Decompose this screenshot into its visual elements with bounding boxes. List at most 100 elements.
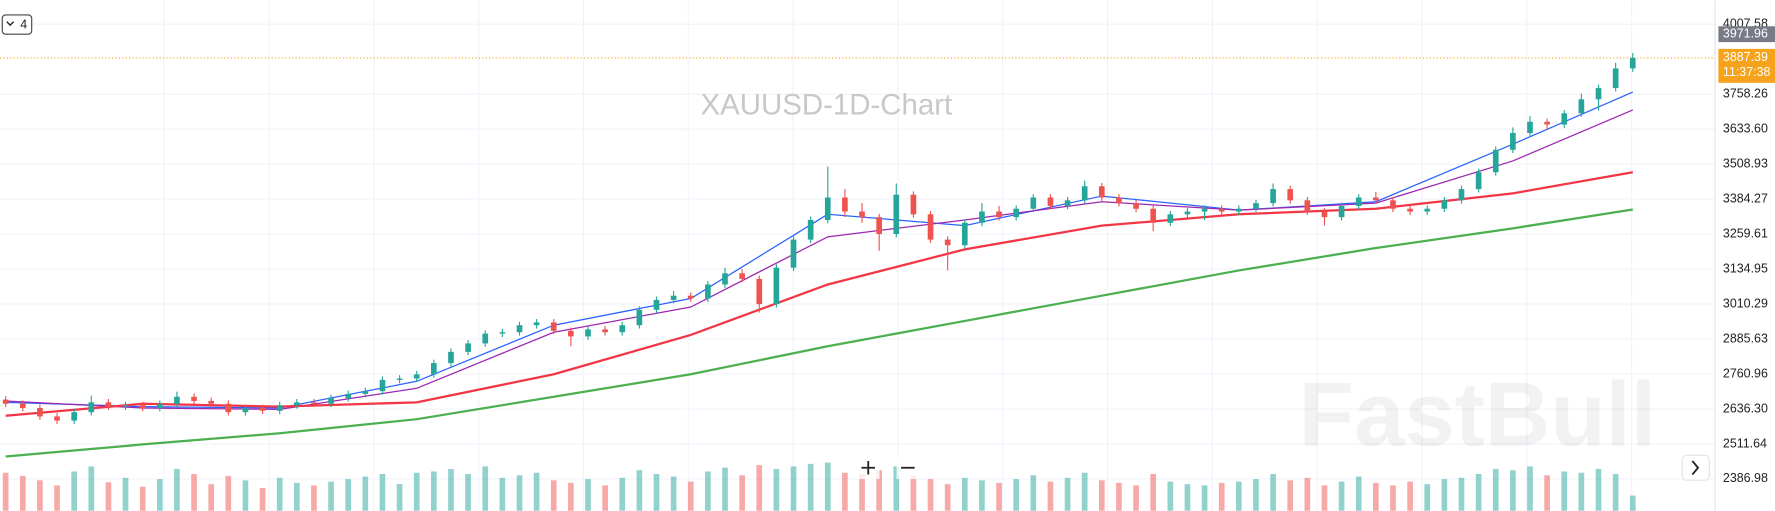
candle-body	[1561, 113, 1568, 125]
volume-bar	[807, 463, 814, 511]
candle-body	[1013, 208, 1020, 218]
candle-body	[773, 267, 780, 305]
volume-bar	[225, 475, 232, 511]
volume-bar	[1064, 477, 1071, 511]
volume-bar	[1201, 485, 1208, 511]
candle-body	[1218, 208, 1225, 212]
candle-body	[1167, 214, 1174, 223]
volume-bar	[139, 486, 146, 511]
candle-body	[1407, 208, 1413, 212]
volume-bar	[1081, 472, 1088, 511]
volume-bar	[122, 477, 129, 511]
volume-bar	[1270, 474, 1276, 511]
candle-body	[876, 217, 882, 234]
volume-bar	[876, 470, 882, 511]
volume-bar	[1133, 485, 1139, 511]
candle-body	[842, 197, 848, 212]
volume-bar	[790, 466, 797, 511]
candle-body	[1612, 68, 1619, 89]
volume-bar	[602, 485, 608, 511]
volume-bar	[1355, 476, 1362, 511]
candle-body	[961, 222, 968, 246]
volume-bar	[1236, 481, 1242, 511]
volume-bar	[2, 472, 9, 511]
candle-body	[71, 412, 77, 421]
candle-body	[979, 211, 985, 223]
volume-bar	[191, 474, 197, 511]
volume-bar	[311, 485, 317, 511]
zoom-out[interactable]	[896, 456, 920, 480]
scroll-right[interactable]	[1681, 454, 1710, 481]
candle-body	[1270, 189, 1276, 204]
volume-bar	[979, 480, 985, 511]
candle-body	[208, 400, 215, 404]
candle-body	[687, 295, 694, 299]
candle-body	[1133, 203, 1139, 209]
candle-body	[550, 322, 557, 331]
volume-bar	[1510, 470, 1516, 511]
volume-bar	[54, 485, 60, 511]
volume-bar	[37, 480, 43, 511]
volume-bar	[687, 481, 694, 511]
plus-icon	[861, 460, 876, 475]
candle-body	[670, 295, 677, 300]
volume-bar	[1527, 466, 1533, 511]
candle-body	[927, 214, 934, 240]
volume-bar	[293, 482, 300, 511]
volume-bar	[1390, 485, 1396, 511]
volume-bar	[1458, 477, 1465, 511]
candle-body	[516, 325, 523, 333]
candle-body	[893, 194, 900, 234]
high-marker-label: 3971.96	[1723, 26, 1768, 40]
high-marker-box	[1718, 26, 1775, 43]
volume-bar	[893, 466, 900, 511]
y-tick-label: 3758.26	[1723, 86, 1768, 100]
candle-body	[396, 378, 403, 380]
volume-bar	[996, 482, 1002, 511]
volume-bar	[1184, 484, 1191, 511]
volume-bar	[1167, 481, 1174, 511]
volume-bar	[1013, 479, 1020, 511]
candle-body	[105, 402, 112, 407]
volume-bar	[533, 472, 540, 511]
candle-body	[1064, 200, 1071, 206]
candle-body	[1510, 132, 1516, 150]
scroll-right-bg[interactable]	[1681, 454, 1710, 481]
volume-bar	[1424, 484, 1431, 511]
volume-bar	[653, 474, 660, 511]
candle-body	[191, 396, 197, 401]
y-tick-label: 3508.93	[1723, 156, 1768, 170]
candle-body	[1184, 211, 1191, 215]
candle-body	[379, 379, 386, 392]
volume-bar	[1629, 495, 1636, 511]
volume-bar	[1578, 472, 1585, 511]
volume-bar	[585, 479, 591, 511]
candle-body	[1304, 200, 1311, 212]
volume-bar	[1047, 481, 1054, 511]
interval-count: 4	[20, 17, 27, 31]
zoom-in[interactable]	[856, 456, 880, 480]
interval-button[interactable]: 4	[1, 14, 33, 35]
candle-body	[1390, 200, 1396, 209]
candle-body	[1253, 203, 1259, 209]
candle-body	[1150, 208, 1157, 223]
candle-body	[1441, 200, 1448, 209]
volume-bar	[1373, 482, 1379, 511]
volume-bar	[413, 472, 420, 511]
volume-bar	[1338, 481, 1345, 511]
volume-bar	[1321, 485, 1328, 511]
candle-body	[1578, 99, 1585, 114]
candle-body	[37, 407, 43, 417]
volume-bar	[396, 484, 403, 511]
candle-body	[739, 273, 745, 279]
candle-body	[465, 343, 471, 352]
volume-bar	[19, 475, 26, 511]
button-frame[interactable]	[1, 14, 33, 35]
y-tick-label: 3633.60	[1723, 121, 1768, 135]
candle-body	[1030, 197, 1037, 209]
candle-body	[276, 405, 283, 411]
candle-body	[636, 309, 643, 326]
y-tick-label: 2386.98	[1723, 471, 1768, 485]
candle-body	[568, 330, 574, 337]
